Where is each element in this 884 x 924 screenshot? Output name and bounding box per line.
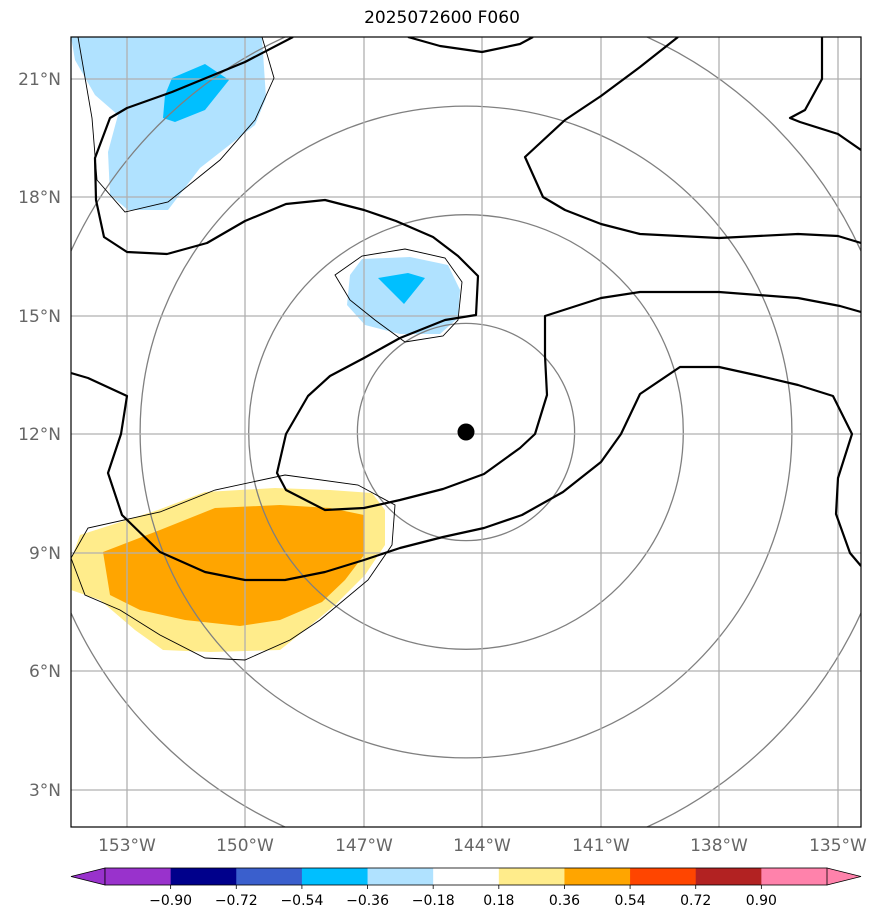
lon-tick-135w: 135°W — [809, 836, 867, 856]
colorbar-tick-label: 0.18 — [483, 893, 514, 909]
colorbar-tick-label: 0.90 — [746, 893, 777, 909]
colorbar-tick-label: −0.36 — [346, 893, 389, 909]
lat-tick-18n: 18°N — [18, 188, 61, 208]
colorbar-bin-9 — [630, 868, 697, 885]
range-rings — [71, 37, 861, 827]
lat-tick-21n: 21°N — [18, 70, 61, 90]
lon-tick-150w: 150°W — [216, 836, 274, 856]
colorbar-bin-7 — [498, 868, 565, 885]
storm-center-marker — [457, 423, 475, 441]
lon-tick-147w: 147°W — [335, 836, 393, 856]
colorbar-over-extend — [826, 867, 862, 886]
colorbar-tick-label: 0.54 — [615, 893, 646, 909]
thin-contours — [71, 37, 463, 661]
colorbar-bin-3 — [236, 868, 303, 885]
lat-tick-15n: 15°N — [18, 307, 61, 327]
lat-tick-3n: 3°N — [29, 781, 61, 801]
colorbar-tick-label: −0.18 — [412, 893, 455, 909]
colorbar-tick-label: −0.90 — [149, 893, 192, 909]
colorbar-bin-10 — [695, 868, 762, 885]
lat-tick-12n: 12°N — [18, 425, 61, 445]
colorbar-bin-8 — [564, 868, 631, 885]
thin-contour-nw — [77, 37, 275, 213]
lat-tick-6n: 6°N — [29, 662, 61, 682]
colorbar-tick-label: −0.54 — [280, 893, 323, 909]
lon-tick-141w: 141°W — [572, 836, 630, 856]
range-ring-3 — [139, 105, 793, 759]
range-ring-1 — [356, 322, 576, 542]
colorbar-bin-2 — [170, 868, 237, 885]
negative-anomaly-core-central — [378, 273, 425, 304]
colorbar-tick-label: −0.72 — [215, 893, 258, 909]
contour-north-loop — [93, 37, 861, 512]
contour-south — [71, 365, 861, 582]
lon-tick-153w: 153°W — [98, 836, 156, 856]
thin-contour-central — [334, 248, 463, 343]
lon-tick-144w: 144°W — [453, 836, 511, 856]
thick-contours — [71, 37, 861, 582]
lat-tick-9n: 9°N — [29, 544, 61, 564]
colorbar-tick-label: 0.72 — [680, 893, 711, 909]
colorbar-bin-1 — [105, 868, 172, 885]
colorbar-under-extend — [70, 867, 106, 886]
range-ring-2 — [248, 214, 684, 650]
colorbar-bin-6 — [433, 868, 500, 885]
positive-anomaly-core — [103, 505, 364, 626]
contour-north-edge — [407, 37, 534, 54]
colorbar: −0.90 −0.72 −0.54 −0.36 −0.18 0.18 0.36 0.54 0.7… — [70, 867, 862, 909]
contour-ne-corner — [788, 37, 861, 151]
lat-tick-labels: 3°N 6°N 9°N 12°N 15°N 18°N 21°N — [18, 70, 61, 801]
colorbar-tick-label: 0.36 — [549, 893, 580, 909]
colorbar-bin-4 — [301, 868, 369, 885]
map-frame — [70, 36, 862, 828]
lon-tick-labels: 153°W 150°W 147°W 144°W 141°W 138°W 135°… — [98, 836, 867, 856]
colorbar-frame — [104, 867, 828, 886]
contour-north-east — [523, 37, 861, 245]
map-panel — [71, 37, 861, 827]
lon-tick-138w: 138°W — [690, 836, 748, 856]
thin-contour-south — [71, 474, 396, 661]
colorbar-bin-11 — [761, 868, 828, 885]
shaded-field — [71, 37, 460, 652]
colorbar-bin-5 — [367, 868, 434, 885]
map-title: 2025072600 F060 — [364, 8, 520, 28]
